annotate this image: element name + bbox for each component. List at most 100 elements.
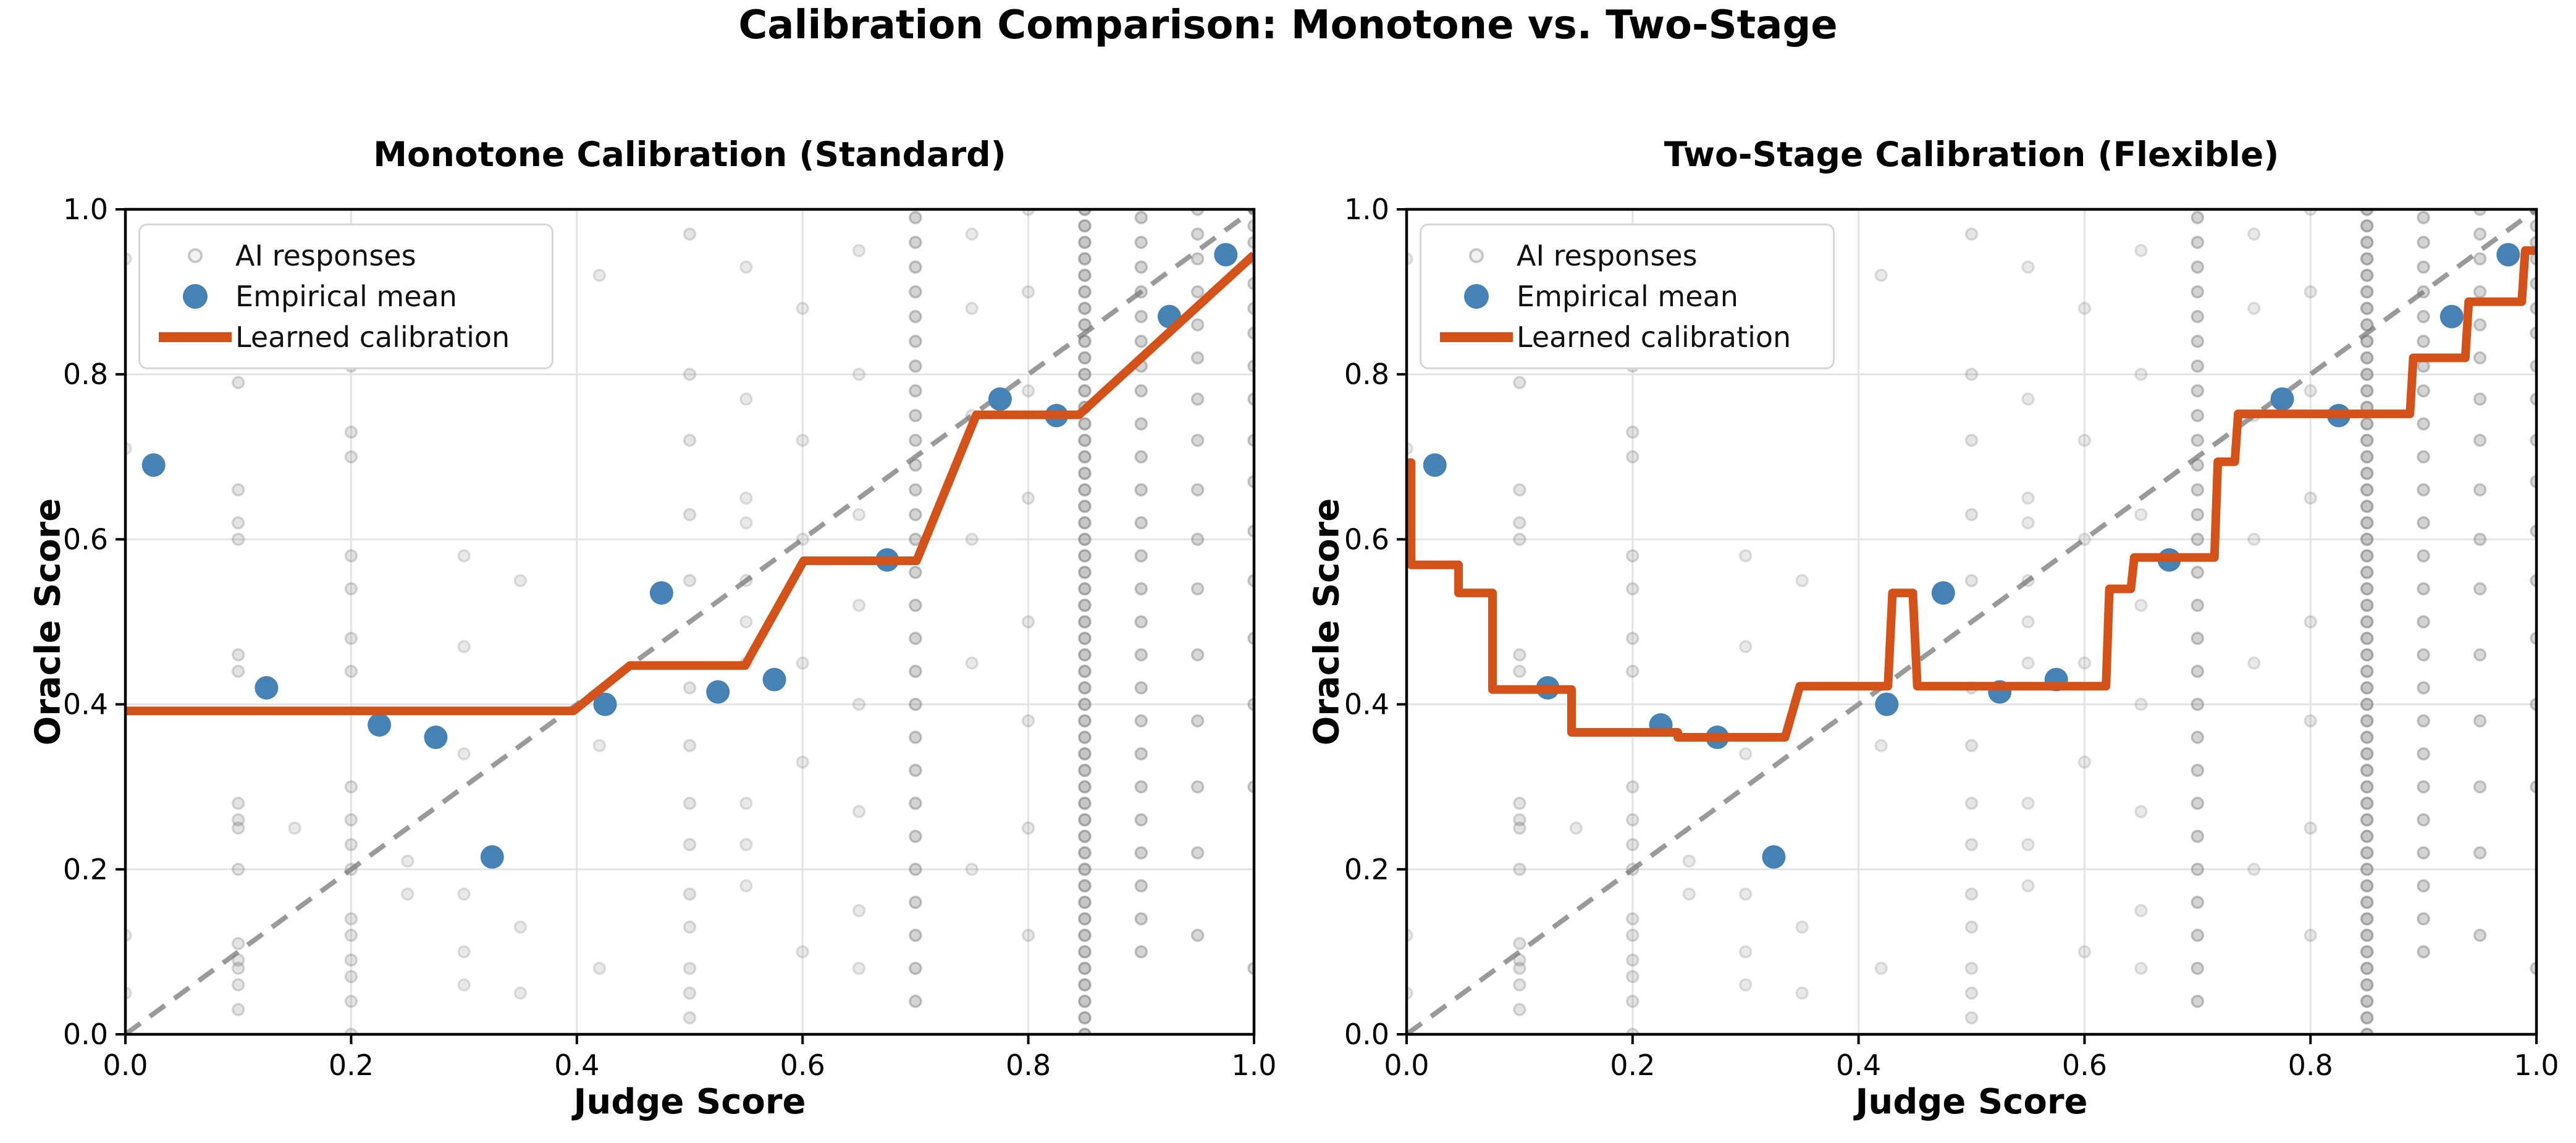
ai-response-point bbox=[1190, 392, 1205, 406]
ai-response-point bbox=[2021, 392, 2035, 406]
ai-response-point bbox=[2417, 615, 2430, 629]
ai-response-point bbox=[1513, 532, 1526, 546]
ai-response-point bbox=[1190, 483, 1205, 496]
small-gray-dot-icon bbox=[188, 248, 203, 263]
ai-response-point bbox=[1078, 615, 1092, 629]
ai-response-point bbox=[1513, 978, 1526, 992]
panel-title-two-stage: Two-Stage Calibration (Flexible) bbox=[1664, 135, 2279, 174]
ai-response-point bbox=[2417, 211, 2430, 225]
ai-response-point bbox=[1078, 417, 1092, 431]
empirical-mean-point bbox=[1762, 845, 1786, 869]
ai-response-point bbox=[1021, 285, 1035, 299]
empirical-mean-point bbox=[706, 680, 730, 704]
ai-response-point bbox=[1078, 549, 1092, 563]
ai-response-point bbox=[909, 508, 922, 522]
ai-response-point bbox=[1021, 714, 1035, 728]
ai-response-point bbox=[909, 359, 922, 373]
ai-response-point bbox=[2473, 928, 2487, 942]
ai-response-point bbox=[2360, 763, 2374, 777]
ai-response-point bbox=[1626, 549, 1639, 563]
ai-response-point bbox=[1134, 582, 1148, 596]
ai-response-point bbox=[2360, 367, 2374, 381]
ai-response-point bbox=[2417, 549, 2430, 563]
ai-response-point bbox=[2360, 681, 2374, 695]
ai-response-point bbox=[2077, 301, 2092, 316]
ai-response-point bbox=[1513, 664, 1526, 678]
ai-response-point bbox=[796, 945, 809, 959]
ai-response-point bbox=[1078, 797, 1092, 810]
ai-response-point bbox=[1874, 739, 1888, 753]
ai-response-point bbox=[1078, 879, 1092, 893]
ai-response-point bbox=[2360, 500, 2374, 513]
ai-response-point bbox=[2417, 813, 2430, 827]
ai-response-point bbox=[2134, 598, 2148, 613]
ai-response-point bbox=[1626, 928, 1639, 942]
ai-response-point bbox=[2417, 235, 2430, 249]
ai-response-point bbox=[2473, 780, 2487, 793]
ai-response-point bbox=[2021, 260, 2035, 274]
ai-response-point bbox=[2417, 780, 2430, 793]
ai-response-point bbox=[1964, 574, 1979, 587]
ai-response-point bbox=[344, 664, 358, 678]
ai-response-point bbox=[1964, 367, 1979, 381]
ai-response-point bbox=[1078, 928, 1092, 942]
ai-response-point bbox=[796, 755, 809, 769]
ai-response-point bbox=[1078, 219, 1092, 233]
ai-response-point bbox=[739, 516, 753, 530]
legend-item-learned-calibration: Learned calibration bbox=[1436, 317, 1820, 358]
ai-response-point bbox=[1626, 969, 1639, 984]
ai-response-point bbox=[852, 805, 866, 819]
ai-response-point bbox=[2360, 631, 2374, 645]
empirical-mean-point bbox=[480, 845, 504, 869]
ai-response-point bbox=[2360, 945, 2374, 959]
ai-response-point bbox=[1795, 920, 1809, 934]
ai-response-point bbox=[1078, 846, 1092, 860]
ai-response-point bbox=[683, 961, 697, 975]
ai-response-point bbox=[2360, 780, 2374, 793]
ai-response-point bbox=[2247, 301, 2261, 316]
y-tick-label: 1.0 bbox=[63, 193, 108, 226]
ai-response-point bbox=[2191, 532, 2205, 546]
ai-response-point bbox=[1513, 483, 1526, 496]
ai-response-point bbox=[2360, 813, 2374, 827]
ai-response-point bbox=[344, 813, 358, 827]
ai-response-point bbox=[2417, 846, 2430, 860]
ai-response-point bbox=[852, 244, 866, 257]
y-axis-label-left: Oracle Score bbox=[28, 498, 69, 746]
empirical-mean-point bbox=[988, 387, 1012, 411]
ai-response-point bbox=[2191, 359, 2205, 373]
figure-title: Calibration Comparison: Monotone vs. Two… bbox=[738, 2, 1838, 48]
ai-response-point bbox=[1874, 961, 1888, 975]
ai-response-point bbox=[1513, 813, 1526, 827]
ai-response-point bbox=[231, 978, 245, 992]
ai-response-point bbox=[1964, 433, 1979, 447]
ai-response-point bbox=[1738, 549, 1753, 563]
ai-response-point bbox=[1134, 335, 1148, 348]
ai-response-point bbox=[2473, 846, 2487, 860]
ai-response-point bbox=[2417, 450, 2430, 464]
ai-response-point bbox=[1190, 532, 1205, 546]
ai-response-point bbox=[2360, 731, 2374, 744]
ai-response-point bbox=[344, 994, 358, 1008]
ai-response-point bbox=[909, 697, 922, 711]
ai-response-point bbox=[965, 863, 979, 876]
ai-response-point bbox=[965, 656, 979, 670]
ai-response-point bbox=[1078, 664, 1092, 678]
ai-response-point bbox=[1078, 235, 1092, 249]
ai-response-point bbox=[1190, 318, 1205, 332]
ai-response-point bbox=[965, 227, 979, 241]
ai-response-point bbox=[1078, 863, 1092, 876]
empirical-mean-point bbox=[141, 453, 166, 477]
ai-response-point bbox=[1021, 821, 1035, 835]
ai-response-point bbox=[909, 309, 922, 324]
ai-response-point bbox=[683, 367, 697, 381]
ai-response-point bbox=[2247, 656, 2261, 670]
small-gray-dot-icon bbox=[1469, 248, 1484, 263]
ai-response-point bbox=[909, 797, 922, 810]
ai-response-point bbox=[2417, 309, 2430, 324]
ai-response-point bbox=[683, 508, 697, 522]
x-tick-label: 0.8 bbox=[1006, 1049, 1051, 1082]
x-tick-label: 1.0 bbox=[1231, 1049, 1276, 1082]
x-tick-label: 0.6 bbox=[2062, 1049, 2107, 1082]
ai-response-point bbox=[1964, 1011, 1979, 1025]
